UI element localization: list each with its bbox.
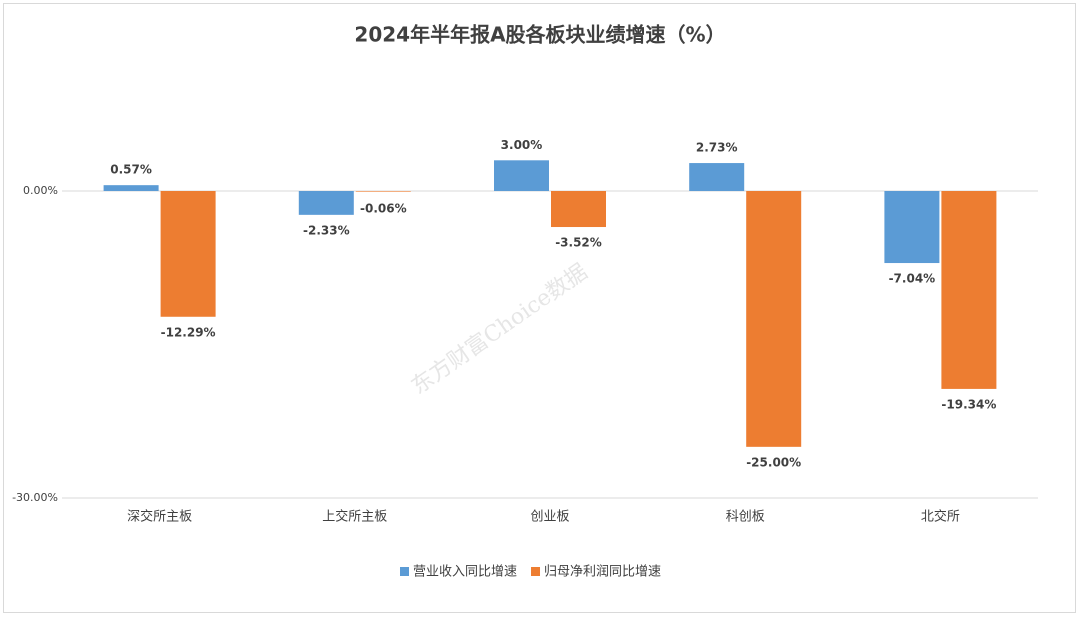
bar bbox=[551, 191, 606, 228]
legend-label: 归母净利润同比增速 bbox=[544, 565, 661, 580]
bar bbox=[689, 163, 745, 191]
y-tick-label: 0.00% bbox=[23, 184, 58, 197]
bar bbox=[355, 191, 411, 192]
x-tick-label: 创业板 bbox=[530, 510, 569, 525]
data-label: -12.29% bbox=[161, 325, 216, 339]
y-tick-label: -30.00% bbox=[12, 491, 58, 504]
data-label: 2.73% bbox=[696, 141, 738, 155]
bar bbox=[746, 191, 802, 447]
data-label: -7.04% bbox=[889, 272, 936, 286]
data-label: -25.00% bbox=[746, 455, 801, 469]
x-tick-label: 深交所主板 bbox=[127, 509, 192, 525]
bar bbox=[160, 191, 216, 317]
chart-title: 2024年半年报A股各板块业绩增速（%） bbox=[354, 23, 725, 47]
x-tick-label: 上交所主板 bbox=[322, 509, 387, 525]
x-tick-label: 北交所 bbox=[921, 509, 960, 525]
bar bbox=[298, 191, 354, 215]
legend-swatch bbox=[531, 567, 541, 576]
bar bbox=[494, 160, 549, 191]
bar bbox=[103, 185, 159, 191]
bar bbox=[884, 191, 940, 264]
legend-label: 营业收入同比增速 bbox=[413, 565, 517, 580]
x-tick-label: 科创板 bbox=[726, 510, 765, 525]
data-label: 0.57% bbox=[110, 163, 152, 177]
data-label: -0.06% bbox=[360, 202, 407, 216]
data-label: 3.00% bbox=[501, 138, 543, 152]
bar bbox=[941, 191, 997, 389]
data-label: -19.34% bbox=[941, 397, 996, 411]
data-label: -3.52% bbox=[555, 236, 602, 250]
data-label: -2.33% bbox=[303, 223, 350, 237]
legend-swatch bbox=[400, 567, 409, 576]
